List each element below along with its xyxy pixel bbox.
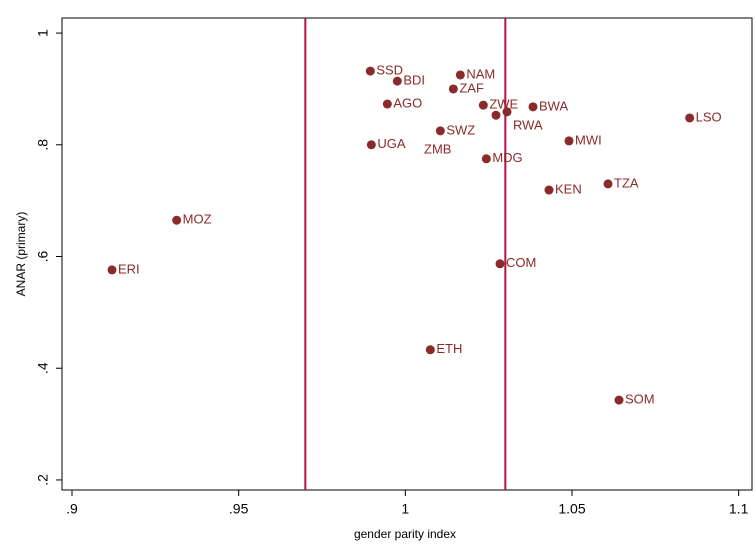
point-label: RWA [513, 117, 543, 132]
point [502, 107, 512, 117]
point-label: MDG [492, 150, 522, 165]
x-axis-label: gender parity index [354, 527, 456, 541]
point [614, 395, 624, 405]
point [455, 70, 465, 80]
point [107, 265, 117, 275]
point-label: NAM [466, 66, 495, 81]
point-label: SOM [625, 392, 655, 407]
point-label: SWZ [446, 122, 475, 137]
y-tick-label: .6 [35, 250, 51, 262]
x-tick-label: 1 [401, 501, 409, 517]
point-label: AGO [393, 95, 422, 110]
point [435, 126, 445, 136]
point-label: MOZ [183, 212, 212, 227]
point-label: KEN [555, 181, 582, 196]
x-tick-label: .95 [229, 501, 249, 517]
point [685, 113, 695, 123]
y-tick-label: .8 [35, 139, 51, 151]
point-label: UGA [377, 136, 406, 151]
point [425, 345, 435, 355]
point-label: ERI [118, 261, 140, 276]
point [365, 66, 375, 76]
x-tick-label: .9 [66, 501, 78, 517]
point-label: COM [506, 255, 536, 270]
point [448, 84, 458, 94]
point [544, 185, 554, 195]
y-axis-label: ANAR (primary) [14, 212, 28, 297]
y-tick-label: .4 [35, 362, 51, 374]
point-label: TZA [614, 175, 639, 190]
point [478, 100, 488, 110]
point [603, 179, 613, 189]
point [392, 76, 402, 86]
y-tick-label: 1 [35, 29, 51, 37]
point-label: SSD [376, 63, 403, 78]
point-label: LSO [696, 109, 722, 124]
plot-frame [61, 17, 753, 491]
point-label: BDI [403, 73, 425, 88]
x-tick-label: 1.05 [558, 501, 585, 517]
point [366, 140, 376, 150]
point [382, 99, 392, 109]
point [564, 136, 574, 146]
point-label: ZMB [424, 142, 451, 157]
y-tick-label: .2 [35, 474, 51, 486]
x-tick-label: 1.1 [729, 501, 749, 517]
point-label: ZAF [459, 80, 484, 95]
point-label: MWI [575, 132, 602, 147]
point [528, 102, 538, 112]
point [481, 154, 491, 164]
point-label: ETH [436, 341, 462, 356]
point [172, 215, 182, 225]
point [491, 110, 501, 120]
point [495, 259, 505, 269]
point-label: ZWE [489, 97, 518, 112]
point-label: BWA [539, 98, 568, 113]
